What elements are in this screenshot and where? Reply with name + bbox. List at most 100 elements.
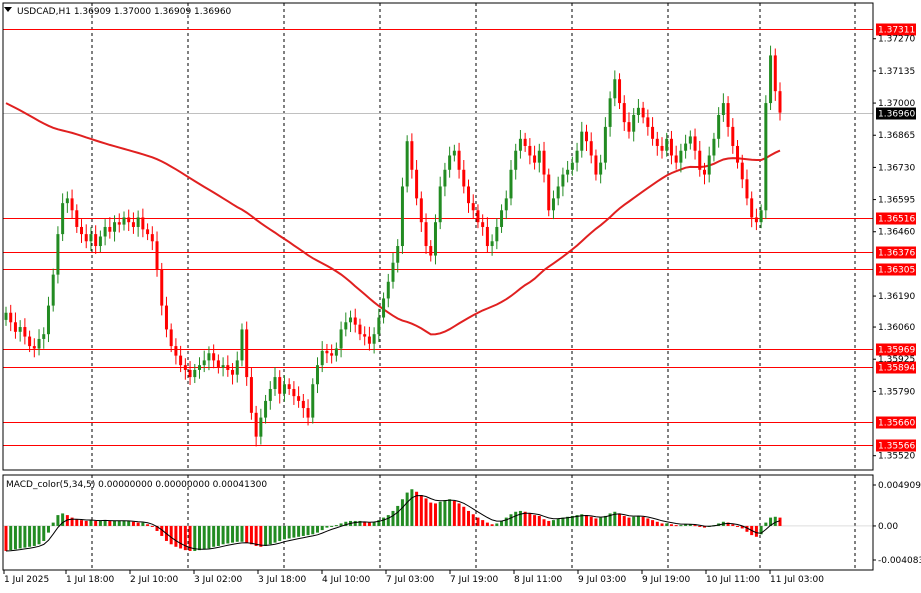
candle[interactable]	[410, 133, 414, 179]
candle[interactable]	[240, 323, 244, 367]
candle[interactable]	[28, 330, 32, 353]
candle[interactable]	[396, 239, 400, 273]
candle[interactable]	[561, 167, 565, 197]
candle[interactable]	[94, 225, 98, 254]
candle[interactable]	[358, 318, 362, 341]
candle[interactable]	[632, 108, 636, 142]
candle[interactable]	[315, 357, 319, 394]
candle[interactable]	[745, 169, 749, 206]
candle[interactable]	[646, 109, 650, 136]
candle[interactable]	[13, 312, 17, 339]
candle[interactable]	[778, 82, 782, 121]
candle[interactable]	[155, 231, 159, 277]
candle[interactable]	[452, 144, 456, 162]
candle[interactable]	[325, 343, 329, 364]
candle[interactable]	[117, 213, 121, 233]
candle[interactable]	[278, 370, 282, 404]
candle[interactable]	[721, 93, 725, 122]
candle[interactable]	[547, 168, 551, 217]
candle[interactable]	[136, 210, 140, 237]
candle[interactable]	[320, 341, 324, 373]
candle[interactable]	[424, 213, 428, 254]
candle[interactable]	[627, 112, 631, 139]
candle[interactable]	[37, 329, 41, 356]
candle[interactable]	[736, 140, 740, 169]
candle[interactable]	[415, 160, 419, 206]
candle[interactable]	[448, 146, 452, 178]
candle[interactable]	[679, 143, 683, 173]
candle[interactable]	[212, 344, 216, 369]
candle[interactable]	[490, 234, 494, 256]
candle[interactable]	[254, 405, 258, 447]
candle[interactable]	[297, 386, 301, 408]
candle[interactable]	[32, 338, 36, 358]
candle[interactable]	[103, 219, 107, 246]
candle[interactable]	[235, 351, 239, 383]
candlestick-series[interactable]	[4, 45, 782, 447]
candle[interactable]	[150, 226, 154, 251]
candle[interactable]	[372, 327, 376, 354]
candle[interactable]	[419, 191, 423, 232]
candle[interactable]	[198, 357, 201, 379]
candle[interactable]	[84, 224, 88, 249]
candle[interactable]	[349, 310, 353, 333]
candle[interactable]	[377, 308, 381, 343]
candle[interactable]	[226, 355, 230, 377]
candle[interactable]	[339, 321, 343, 358]
candle[interactable]	[311, 378, 315, 424]
candle[interactable]	[660, 137, 664, 159]
candle[interactable]	[707, 146, 711, 183]
candle[interactable]	[122, 211, 126, 231]
candle[interactable]	[330, 344, 334, 364]
candle[interactable]	[367, 326, 371, 351]
candle[interactable]	[731, 118, 735, 154]
candle[interactable]	[542, 141, 546, 183]
candle[interactable]	[608, 91, 612, 137]
candle[interactable]	[292, 381, 296, 405]
candle[interactable]	[636, 99, 640, 123]
candle[interactable]	[533, 145, 537, 170]
candle[interactable]	[594, 149, 598, 181]
candle[interactable]	[268, 381, 272, 410]
candle[interactable]	[131, 212, 135, 234]
candle[interactable]	[566, 160, 570, 183]
candle[interactable]	[146, 223, 150, 241]
candle[interactable]	[353, 308, 357, 333]
candle[interactable]	[216, 354, 220, 374]
candle[interactable]	[164, 296, 168, 338]
candle[interactable]	[684, 134, 688, 159]
candle[interactable]	[669, 130, 673, 165]
candle[interactable]	[400, 177, 404, 254]
candle[interactable]	[551, 190, 555, 220]
candle[interactable]	[726, 96, 730, 137]
candle[interactable]	[179, 345, 183, 373]
candle[interactable]	[599, 154, 603, 184]
candle[interactable]	[462, 160, 466, 194]
candle[interactable]	[570, 156, 574, 176]
candle[interactable]	[9, 304, 13, 332]
candle[interactable]	[481, 214, 485, 236]
candle[interactable]	[471, 194, 475, 219]
candle[interactable]	[740, 154, 744, 189]
candle[interactable]	[674, 145, 678, 170]
candle[interactable]	[655, 131, 659, 156]
candle[interactable]	[46, 296, 50, 343]
candle[interactable]	[221, 357, 225, 377]
candle[interactable]	[575, 142, 579, 172]
candle[interactable]	[4, 306, 8, 326]
candle[interactable]	[580, 121, 584, 158]
candle[interactable]	[750, 191, 754, 228]
candle[interactable]	[363, 326, 367, 346]
candle[interactable]	[18, 320, 22, 342]
candle[interactable]	[443, 162, 447, 197]
candle[interactable]	[42, 327, 46, 349]
candle[interactable]	[528, 138, 532, 165]
candle[interactable]	[98, 230, 102, 252]
candle[interactable]	[613, 70, 617, 107]
candle[interactable]	[70, 189, 74, 219]
candle[interactable]	[61, 193, 65, 242]
candle[interactable]	[89, 227, 93, 252]
candle[interactable]	[23, 318, 27, 345]
candle[interactable]	[433, 214, 437, 265]
